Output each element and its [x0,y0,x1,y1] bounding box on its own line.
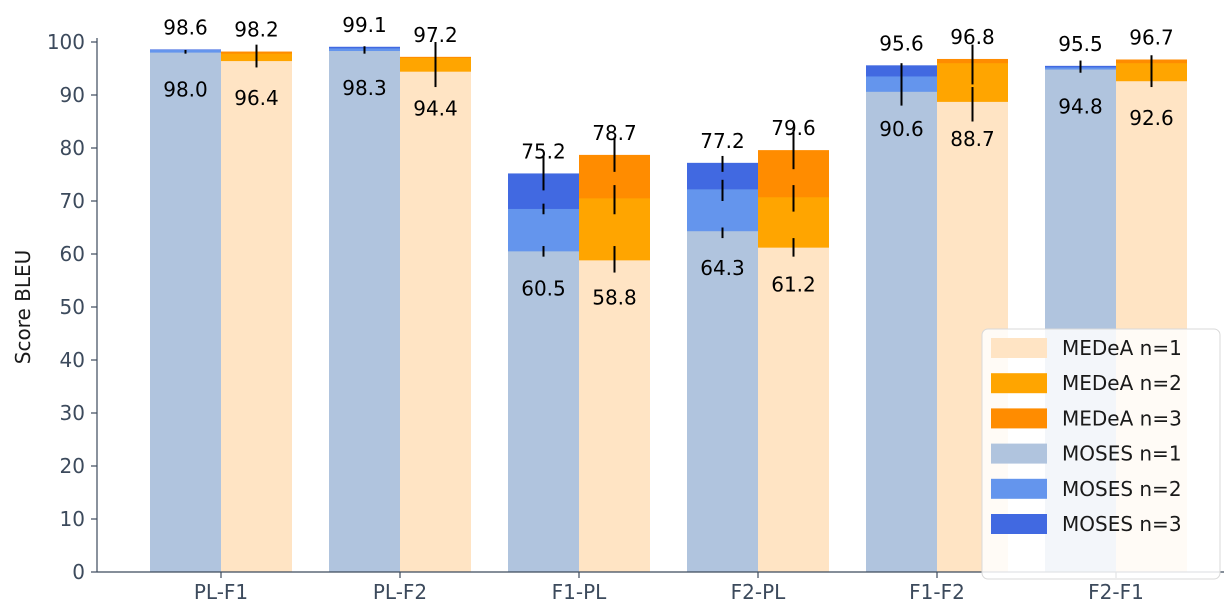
top-label-moses-f1-f2: 95.6 [879,31,924,55]
bar-moses-1-f1-f2 [866,91,937,572]
data-labels-layer: 98.6 98.0 99.1 98.3 75.2 60.5 77.2 64.3 95.6 90.6… [163,13,1174,310]
x-tick-label-pl-f1: PL-F1 [194,580,248,604]
top-label-moses-f1-pl: 75.2 [521,139,566,163]
y-tick-label-90: 90 [60,83,85,107]
bottom-label-moses-f1-f2: 90.6 [879,117,924,141]
y-tick-label-100: 100 [47,30,85,54]
legend-label-medea-n-2: MEDeA n=2 [1062,371,1182,395]
legend-label-medea-n-3: MEDeA n=3 [1062,406,1182,430]
bars-layer [150,46,1187,573]
top-label-moses-pl-f2: 99.1 [342,13,387,37]
top-label-medea-pl-f1: 98.2 [234,18,279,42]
y-tick-label-10: 10 [60,507,85,531]
bottom-label-moses-f2-f1: 94.8 [1058,95,1103,119]
top-label-medea-f2-pl: 79.6 [771,116,816,140]
top-label-medea-f1-pl: 78.7 [592,121,637,145]
legend-swatch-moses-n-1 [991,443,1047,464]
legend-label-moses-n-3: MOSES n=3 [1062,512,1182,536]
top-label-medea-pl-f2: 97.2 [413,23,458,47]
bar-medea-1-pl-f1 [221,61,292,573]
legend-swatch-medea-n-1 [991,338,1047,358]
legend-swatch-moses-n-2 [991,478,1047,499]
top-label-moses-f2-pl: 77.2 [700,129,745,153]
bottom-label-medea-pl-f2: 94.4 [413,97,458,121]
y-tick-label-50: 50 [60,295,85,319]
y-tick-label-70: 70 [60,189,85,213]
axes-layer: 0 10 20 30 40 50 60 70 80 90 100 PL-F1 PL-F2 F1-PL F2-… [47,30,1224,604]
y-tick-label-30: 30 [60,401,85,425]
bottom-label-moses-pl-f1: 98.0 [163,78,208,102]
x-tick-label-f2-pl: F2-PL [731,580,787,604]
legend-swatch-medea-n-2 [991,373,1047,394]
bar-moses-1-pl-f1 [150,52,221,573]
top-label-medea-f2-f1: 96.7 [1129,25,1174,49]
y-tick-label-80: 80 [60,136,85,160]
bottom-label-moses-f2-pl: 64.3 [700,256,745,280]
y-axis-label: Score BLEU [11,250,35,365]
top-label-moses-f2-f1: 95.5 [1058,32,1103,56]
bottom-label-medea-f2-f1: 92.6 [1129,106,1174,130]
bar-moses-1-pl-f2 [329,51,400,572]
legend-swatch-medea-n-3 [991,408,1047,429]
legend-label-medea-n-1: MEDeA n=1 [1062,336,1182,360]
y-tick-label-20: 20 [60,454,85,478]
bottom-label-moses-f1-pl: 60.5 [521,276,566,300]
bottom-label-medea-f1-f2: 88.7 [950,127,995,151]
x-tick-label-f1-f2: F1-F2 [909,580,965,604]
x-tick-label-f1-pl: F1-PL [552,580,608,604]
y-tick-label-60: 60 [60,242,85,266]
top-label-medea-f1-f2: 96.8 [950,25,995,49]
x-tick-label-f2-f1: F2-F1 [1088,580,1144,604]
bottom-label-medea-pl-f1: 96.4 [234,86,279,110]
y-tick-label-0: 0 [72,560,85,584]
legend-label-moses-n-1: MOSES n=1 [1062,442,1182,466]
x-tick-label-pl-f2: PL-F2 [373,580,427,604]
y-tick-label-40: 40 [60,348,85,372]
legend: MEDeA n=1 MEDeA n=2 MEDeA n=3 MOSES n=1 MOSE… [981,328,1221,580]
error-bars-layer [184,42,1153,273]
bar-moses-1-f2-pl [687,231,758,572]
bar-medea-1-f1-pl [579,260,650,572]
legend-swatch-moses-n-3 [991,514,1047,534]
bottom-label-moses-pl-f2: 98.3 [342,76,387,100]
bar-medea-1-pl-f2 [400,71,471,573]
bar-medea-1-f2-pl [758,247,829,572]
top-label-moses-pl-f1: 98.6 [163,15,208,39]
legend-label-moses-n-2: MOSES n=2 [1062,477,1182,501]
bar-moses-1-f1-pl [508,251,579,572]
bottom-label-medea-f1-pl: 58.8 [592,285,637,309]
bottom-label-medea-f2-pl: 61.2 [771,273,816,297]
